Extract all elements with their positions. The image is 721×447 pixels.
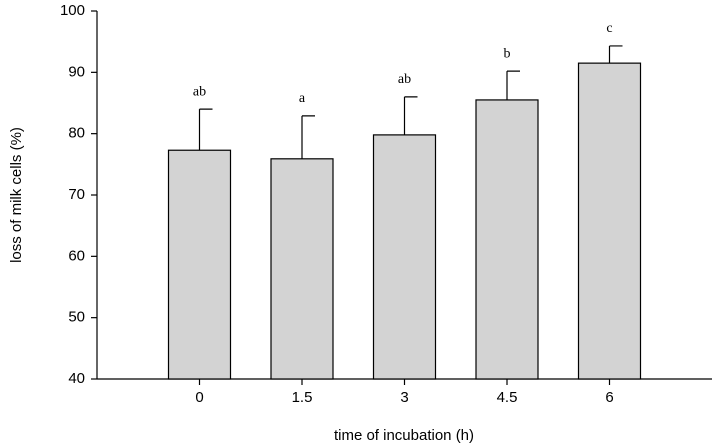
significance-label: c: [606, 21, 612, 36]
error-bar: [198, 108, 213, 151]
x-tick-label: 6: [605, 389, 613, 406]
y-tick-label: 100: [60, 2, 85, 19]
error-bar: [301, 115, 315, 159]
y-tick-label: 90: [68, 63, 85, 80]
y-tick-label: 60: [68, 247, 85, 264]
x-axis-label: time of incubation (h): [334, 427, 474, 444]
y-tick-label: 70: [68, 186, 85, 203]
y-tick-label: 80: [68, 125, 85, 142]
bar: [167, 149, 232, 380]
error-bar: [608, 45, 623, 64]
y-tick-label: 40: [68, 370, 85, 387]
x-tick-label: 0: [195, 389, 203, 406]
significance-label: ab: [193, 84, 206, 99]
bar: [270, 158, 334, 380]
y-axis-label: loss of milk cells (%): [8, 127, 25, 263]
significance-label: ab: [398, 72, 411, 87]
bar: [577, 62, 642, 380]
error-bar: [403, 96, 418, 135]
y-tick-label: 50: [68, 309, 85, 326]
bar: [475, 99, 539, 380]
x-tick-label: 4.5: [497, 389, 518, 406]
x-tick-label: 3: [400, 389, 408, 406]
bar: [372, 134, 437, 380]
significance-label: b: [504, 46, 511, 61]
significance-label: a: [299, 91, 306, 106]
error-bar: [506, 70, 520, 100]
x-tick-label: 1.5: [292, 389, 313, 406]
